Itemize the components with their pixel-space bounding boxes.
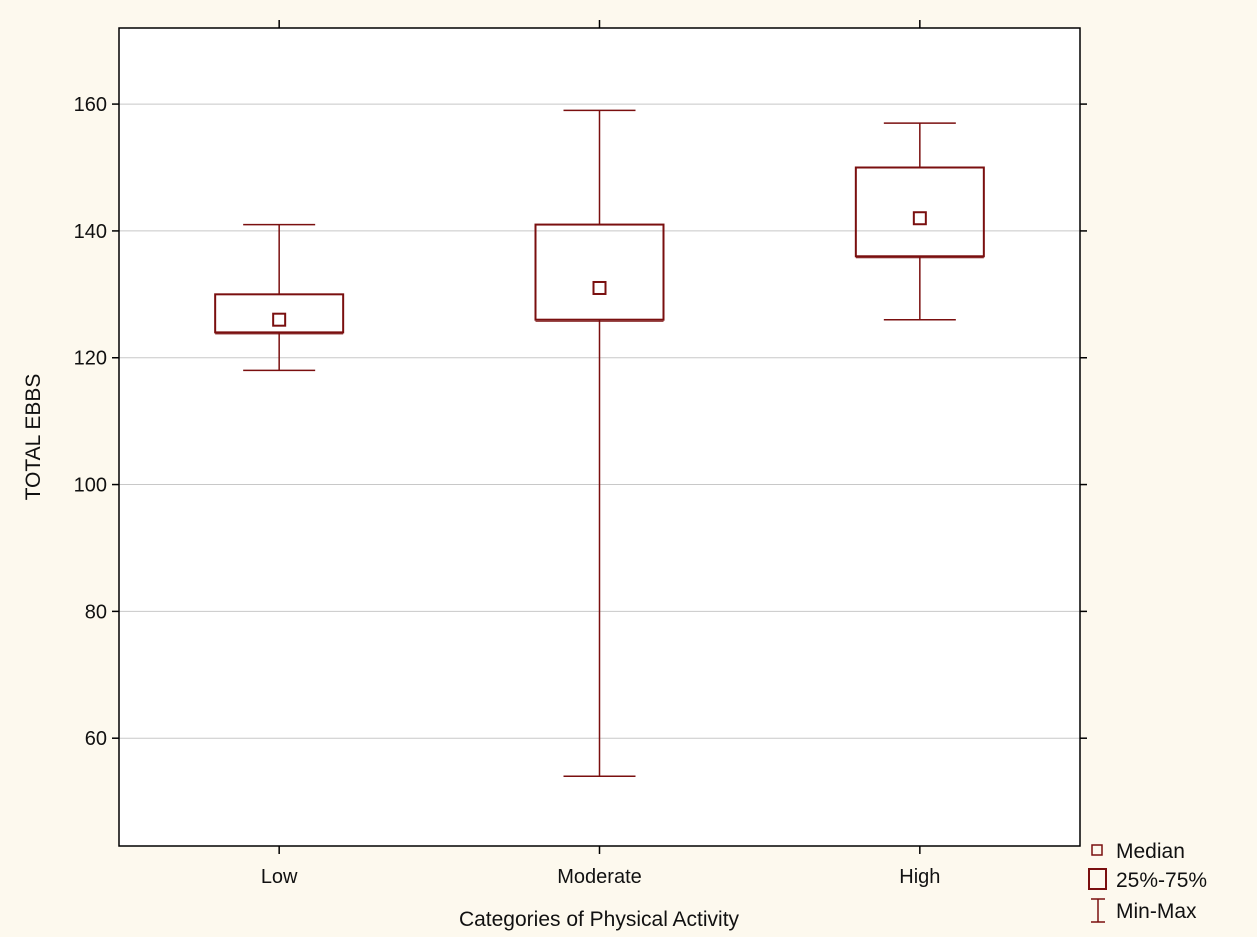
median-marker-high [912,211,927,226]
x-tick-label-high: High [899,866,940,888]
median-marker-moderate [592,280,607,295]
median-marker-low [272,312,287,327]
iqr-box-high [854,166,985,258]
legend-box-icon [1088,868,1107,890]
legend-box-label: 25%-75% [1116,869,1207,892]
y-tick-label-160: 160 [74,94,107,116]
box-low [214,223,345,372]
iqr-box-moderate [534,223,665,321]
y-tick-label-80: 80 [85,601,107,623]
box-moderate [534,109,665,777]
legend-whisker-label: Min-Max [1116,900,1197,923]
y-tick-label-60: 60 [85,728,107,750]
y-axis-ticks: 60 80 100 120 140 160 [74,94,1087,750]
legend: Median 25%-75% Min-Max [1088,840,1207,923]
x-axis-title: Categories of Physical Activity [459,908,740,931]
y-tick-label-140: 140 [74,221,107,243]
x-tick-label-moderate: Moderate [557,866,642,888]
legend-median-label: Median [1116,840,1185,863]
box-high [854,122,985,321]
y-axis-title: TOTAL EBBS [22,374,45,501]
x-axis-ticks: Low Moderate High [261,20,940,888]
y-tick-label-120: 120 [74,348,107,370]
x-tick-label-low: Low [261,866,298,888]
box-series [214,109,985,777]
iqr-box-low [214,293,345,334]
legend-median-icon [1091,844,1103,856]
y-tick-label-100: 100 [74,475,107,497]
legend-whisker-icon [1091,898,1105,923]
